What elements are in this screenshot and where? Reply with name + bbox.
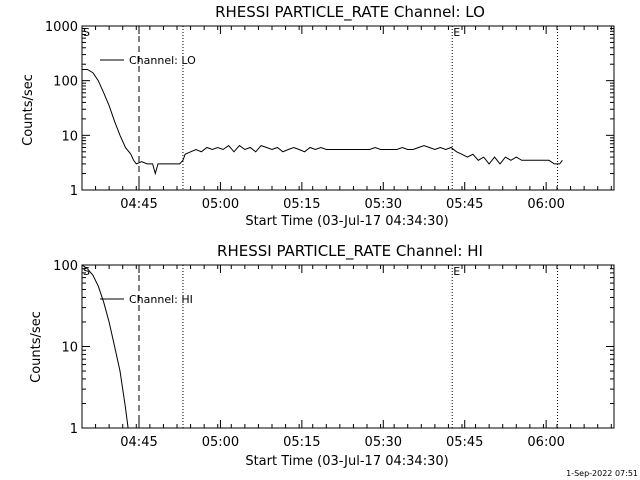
x-tick-label: 06:00 (527, 197, 564, 212)
x-tick-label: 05:15 (283, 435, 320, 450)
x-tick-label: 06:00 (527, 435, 564, 450)
plot-frame (81, 264, 615, 429)
series-line (81, 264, 129, 429)
y-tick-label: 1 (70, 422, 78, 437)
x-tick-label: 05:15 (283, 197, 320, 212)
marker-label-s: S (83, 265, 90, 278)
marker-label-e: E (453, 265, 460, 278)
y-tick-label: 10 (61, 129, 78, 144)
y-tick-label: 100 (53, 75, 78, 90)
x-tick-label: 04:45 (120, 197, 157, 212)
y-tick-label: 1 (70, 184, 78, 199)
y-axis-label: Counts/sec (21, 74, 36, 146)
x-tick-label: 05:00 (202, 435, 239, 450)
y-tick-label: 10 (61, 341, 78, 356)
y-axis-label: Counts/sec (29, 311, 44, 383)
plot-frame (81, 25, 615, 191)
x-tick-label: 05:45 (446, 435, 483, 450)
marker-label-e: E (453, 26, 460, 39)
series-line (82, 69, 563, 176)
x-tick-label: 05:30 (365, 197, 402, 212)
legend-label: Channel: HI (129, 293, 193, 306)
x-tick-label: 04:45 (120, 435, 157, 450)
x-tick-label: 05:45 (446, 197, 483, 212)
x-tick-label: 05:00 (202, 197, 239, 212)
x-axis-label: Start Time (03-Jul-17 04:34:30) (245, 454, 448, 469)
legend-label: Channel: LO (129, 54, 196, 67)
x-axis-label: Start Time (03-Jul-17 04:34:30) (245, 214, 448, 229)
marker-label-s: S (83, 26, 90, 39)
chart-title: RHESSI PARTICLE_RATE Channel: HI (217, 242, 483, 261)
y-tick-label: 100 (53, 259, 78, 274)
y-tick-label: 1000 (45, 20, 78, 35)
chart-title: RHESSI PARTICLE_RATE Channel: LO (215, 3, 485, 22)
generation-timestamp: 1-Sep-2022 07:51 (566, 469, 638, 478)
x-tick-label: 05:30 (365, 435, 402, 450)
